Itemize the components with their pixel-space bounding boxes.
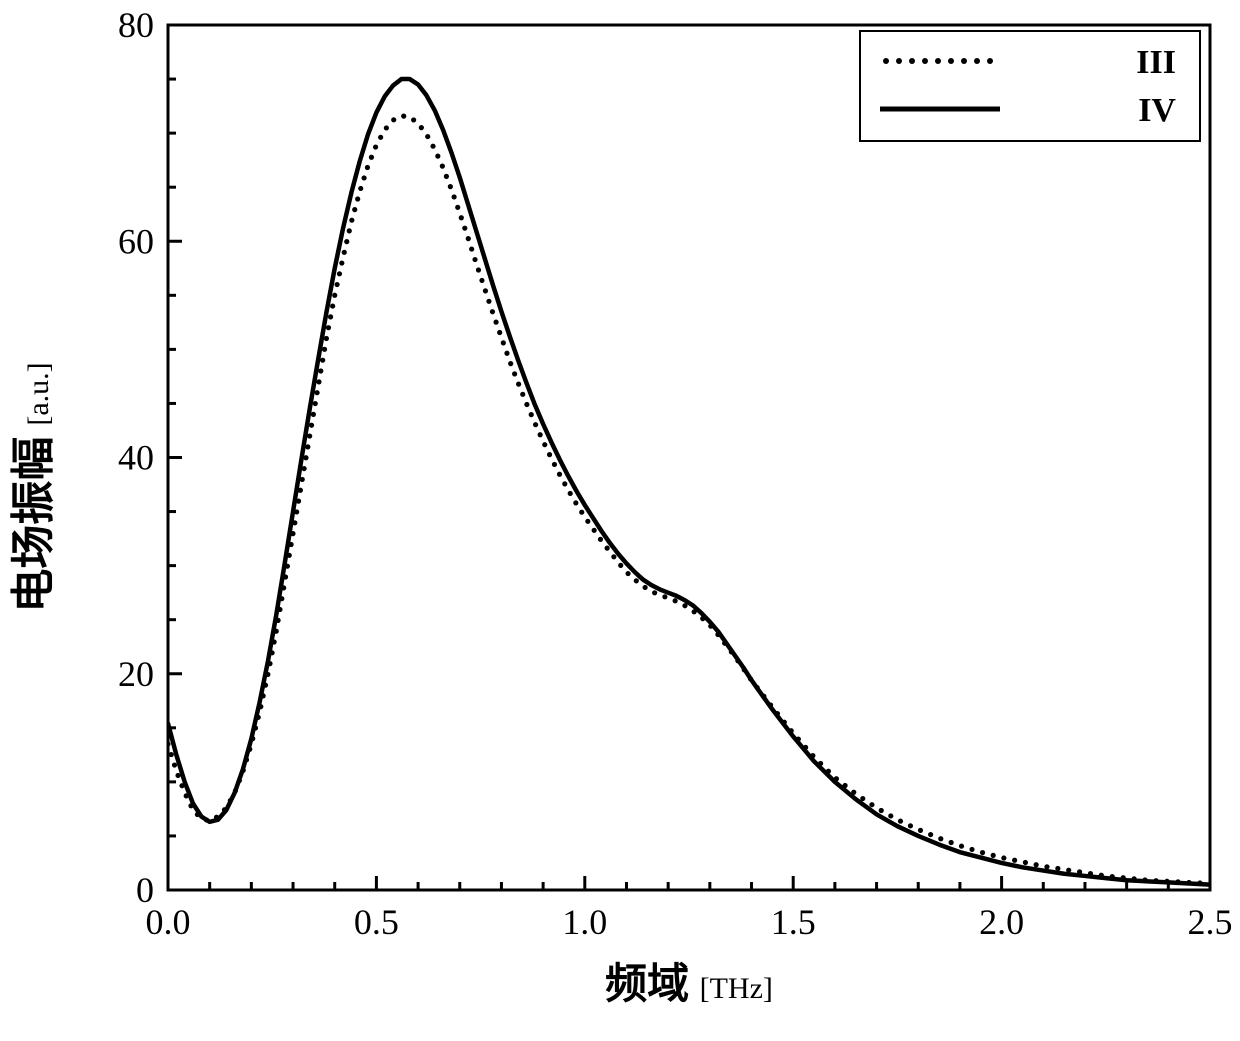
svg-text:1.0: 1.0 <box>562 902 607 942</box>
svg-text:60: 60 <box>118 221 154 261</box>
legend: III IV <box>860 31 1200 141</box>
line-chart: 0.00.51.01.52.02.5020406080频域 [THz]电场振幅 … <box>0 0 1240 1041</box>
svg-text:IV: IV <box>1138 92 1176 129</box>
svg-text:0: 0 <box>136 870 154 910</box>
svg-text:20: 20 <box>118 654 154 694</box>
svg-text:1.5: 1.5 <box>771 902 816 942</box>
svg-text:III: III <box>1136 44 1176 81</box>
svg-text:80: 80 <box>118 5 154 45</box>
svg-text:40: 40 <box>118 438 154 478</box>
svg-text:0.5: 0.5 <box>354 902 399 942</box>
chart-container: 0.00.51.01.52.02.5020406080频域 [THz]电场振幅 … <box>0 0 1240 1041</box>
svg-text:2.0: 2.0 <box>979 902 1024 942</box>
svg-text:2.5: 2.5 <box>1188 902 1233 942</box>
